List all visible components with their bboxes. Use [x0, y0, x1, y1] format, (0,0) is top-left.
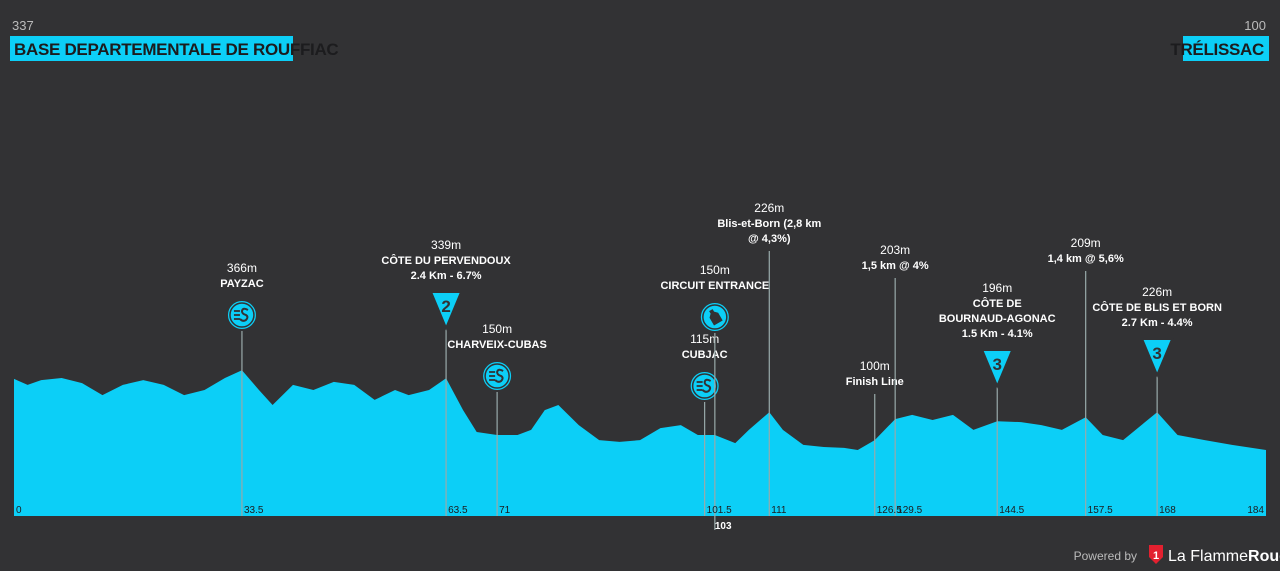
- powered-by: Powered by: [1074, 549, 1137, 563]
- marker-name: Blis-et-Born (2,8 km: [717, 218, 821, 230]
- start-box: [10, 36, 293, 61]
- x-tick-label: 168: [1159, 505, 1176, 516]
- icon-ring: [688, 370, 721, 402]
- start-elevation: 337: [12, 18, 34, 33]
- marker-name: 2.7 Km - 4.4%: [1122, 317, 1193, 329]
- marker-elevation: 226m: [754, 201, 784, 215]
- icon-bottle: [709, 309, 723, 326]
- marker-name: CHARVEIX-CUBAS: [447, 339, 546, 351]
- marker-elevation: 150m: [700, 263, 730, 277]
- logo-shield: [1149, 545, 1163, 564]
- x-tick-label: 103: [715, 521, 732, 532]
- x-tick-label: 126.5: [877, 505, 902, 516]
- kom-category: 3: [992, 355, 1001, 374]
- marker-elevation: 226m: [1142, 285, 1172, 299]
- x-tick-label: 71: [499, 505, 511, 516]
- marker-elevation: 196m: [982, 281, 1012, 295]
- x-tick-label: 144.5: [999, 505, 1024, 516]
- marker-elevation: 115m: [690, 332, 719, 346]
- marker-elevation: 209m: [1071, 236, 1101, 250]
- marker-elevation: 100m: [860, 359, 890, 373]
- x-tick-label: 0: [16, 505, 22, 516]
- marker-name: 2.4 Km - 6.7%: [411, 270, 482, 282]
- marker-name: CÔTE DE BLIS ET BORN: [1092, 301, 1222, 314]
- marker-elevation: 203m: [880, 243, 910, 257]
- x-tick-label: 129.5: [897, 505, 922, 516]
- x-tick-label: 184: [1247, 505, 1264, 516]
- finish-box: [1183, 36, 1269, 61]
- marker-elevation: 366m: [227, 261, 257, 275]
- brand-a: La Flamme: [1168, 548, 1248, 565]
- marker-name: PAYZAC: [220, 278, 263, 290]
- brand-b: Rouge: [1248, 548, 1280, 565]
- marker-name: CUBJAC: [682, 349, 728, 361]
- finish-elevation: 100: [1244, 18, 1266, 33]
- icon-ring: [225, 299, 258, 331]
- icon-inner: [229, 302, 255, 328]
- finish-name: TRÉLISSAC: [1170, 40, 1264, 59]
- icon-inner: [702, 304, 728, 330]
- marker-name: 1,4 km @ 5,6%: [1048, 253, 1124, 265]
- marker-name: 1,5 km @ 4%: [862, 260, 929, 272]
- x-tick-label: 63.5: [448, 505, 468, 516]
- icon-inner: [484, 363, 510, 389]
- icon-s: [239, 307, 249, 322]
- marker-name: CIRCUIT ENTRANCE: [660, 280, 769, 292]
- logo-number: 1: [1153, 550, 1159, 562]
- icon-inner: [691, 373, 718, 399]
- icon-ring: [481, 360, 514, 392]
- marker-name: CÔTE DU PERVENDOUX: [381, 254, 511, 267]
- marker-name: 1.5 Km - 4.1%: [962, 328, 1033, 340]
- x-tick-label: 33.5: [244, 505, 264, 516]
- marker-elevation: 150m: [482, 322, 512, 336]
- brand: La FlammeRouge: [1168, 548, 1280, 565]
- kom-category: 3: [1152, 344, 1161, 363]
- start-name: BASE DEPARTEMENTALE DE ROUFFIAC: [14, 40, 338, 59]
- icon-kom: [1140, 338, 1174, 378]
- elevation-area: [14, 370, 1266, 516]
- marker-name: BOURNAUD-AGONAC: [939, 313, 1056, 325]
- marker-elevation: 339m: [431, 238, 461, 252]
- marker-name: Finish Line: [846, 376, 904, 388]
- x-tick-label: 111: [771, 505, 787, 516]
- icon-kom: [429, 291, 463, 331]
- marker-name: @ 4,3%): [748, 233, 791, 245]
- kom-category: 2: [441, 297, 450, 316]
- marker-name: CÔTE DE: [973, 297, 1022, 310]
- icon-s: [494, 368, 504, 383]
- icon-kom: [980, 349, 1014, 389]
- x-tick-label: 101.5: [707, 505, 732, 516]
- icon-s: [701, 378, 712, 393]
- x-tick-label: 157.5: [1088, 505, 1113, 516]
